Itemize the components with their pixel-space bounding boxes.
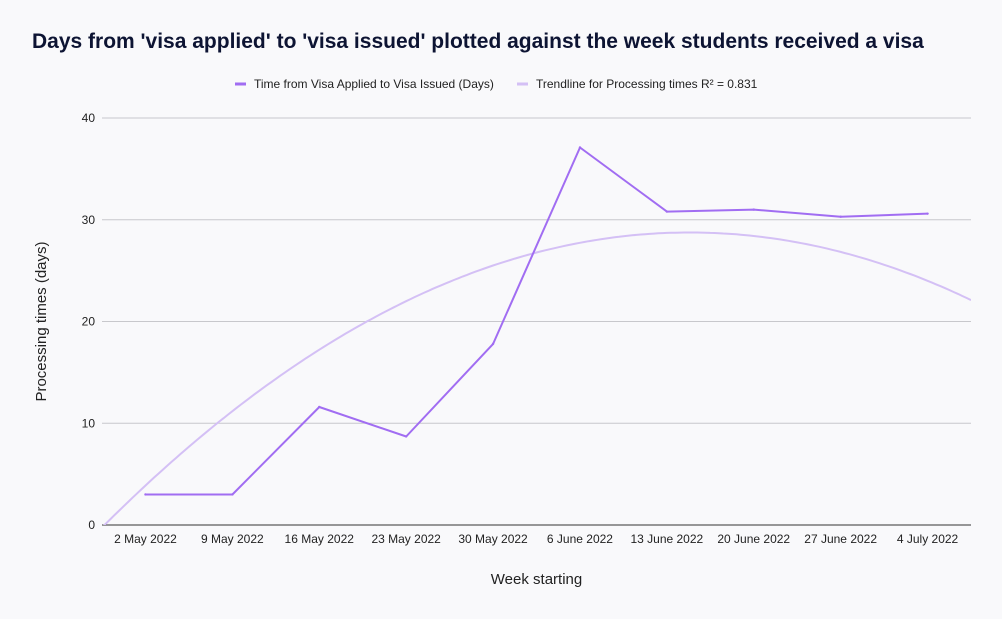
- chart-title: Days from 'visa applied' to 'visa issued…: [32, 30, 924, 53]
- x-tick-label: 30 May 2022: [458, 532, 528, 546]
- x-tick-label: 9 May 2022: [201, 532, 264, 546]
- data-point: [231, 493, 234, 496]
- x-tick-label: 2 May 2022: [114, 532, 177, 546]
- x-tick-label: 16 May 2022: [285, 532, 355, 546]
- legend-label-series: Time from Visa Applied to Visa Issued (D…: [254, 77, 494, 91]
- data-point: [578, 146, 582, 149]
- trendline: [103, 231, 971, 525]
- data-point: [144, 493, 147, 496]
- legend-label-trendline: Trendline for Processing times R² = 0.83…: [536, 77, 758, 91]
- data-point: [926, 212, 929, 215]
- y-tick-label: 20: [82, 315, 96, 329]
- data-point: [491, 342, 495, 346]
- x-tick-label: 6 June 2022: [547, 532, 613, 546]
- y-tick-label: 40: [82, 111, 96, 125]
- x-tick-label: 4 July 2022: [897, 532, 959, 546]
- data-point: [839, 215, 842, 218]
- x-tick-label: 13 June 2022: [630, 532, 703, 546]
- y-tick-label: 10: [82, 416, 96, 430]
- y-axis-title: Processing times (days): [33, 241, 50, 401]
- data-point: [318, 405, 321, 409]
- x-tick-label: 23 May 2022: [371, 532, 441, 546]
- data-point: [752, 208, 755, 211]
- series-line: [145, 146, 928, 496]
- x-tick-label: 20 June 2022: [717, 532, 790, 546]
- data-point: [665, 210, 669, 213]
- x-axis-title: Week starting: [491, 571, 582, 588]
- x-tick-label: 27 June 2022: [804, 532, 877, 546]
- y-tick-label: 30: [82, 213, 96, 227]
- y-tick-label: 0: [88, 518, 95, 532]
- data-point: [404, 435, 408, 438]
